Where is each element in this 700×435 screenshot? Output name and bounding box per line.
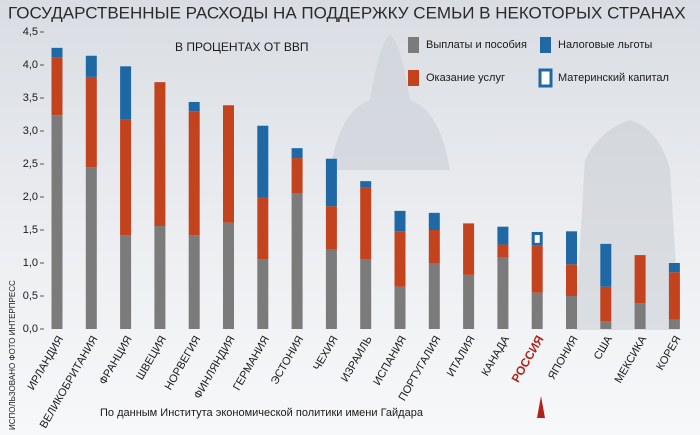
- bar-segment: [428, 212, 440, 230]
- photo-credit: ИСПОЛЬЗОВАНО ФОТО ИНТЕРПРЕСС: [8, 280, 17, 430]
- y-tick-label: 4,5: [23, 26, 38, 38]
- y-tick-label: 1,0: [23, 257, 38, 269]
- legend-swatch: [538, 68, 553, 88]
- bar-segment: [463, 274, 475, 329]
- bar-segment: [120, 66, 132, 120]
- bar-segment: [600, 243, 612, 287]
- bar-segment: [497, 226, 509, 245]
- bar-segment: [257, 197, 269, 260]
- legend-swatch: [408, 37, 419, 53]
- bar-segment: [188, 235, 200, 329]
- bar-segment: [154, 226, 166, 329]
- bar-segment: [291, 158, 303, 194]
- legend-label: Выплаты и пособия: [426, 39, 527, 51]
- bar-segment: [51, 115, 63, 329]
- bar-segment: [360, 259, 372, 329]
- chart-title: ГОСУДАРСТВЕННЫЕ РАСХОДЫ НА ПОДДЕРЖКУ СЕМ…: [8, 3, 686, 22]
- chart-subtitle: В ПРОЦЕНТАХ ОТ ВВП: [175, 40, 309, 54]
- legend-swatch: [540, 37, 551, 53]
- bar-segment: [360, 187, 372, 260]
- bar-segment: [188, 111, 200, 236]
- bar-segment: [51, 47, 63, 58]
- bar-segment: [223, 222, 234, 329]
- legend-label: Материнский капитал: [558, 72, 669, 84]
- bar-segment: [634, 303, 646, 329]
- bar-segment: [428, 230, 440, 263]
- bar-segment: [497, 257, 509, 329]
- bar-segment: [188, 101, 200, 112]
- bar-segment: [85, 167, 97, 329]
- y-tick-label: 2,0: [23, 191, 38, 203]
- bar-segment: [223, 105, 234, 223]
- bar-segment: [85, 55, 97, 77]
- bar-segment: [325, 158, 337, 207]
- legend-label: Налоговые льготы: [558, 39, 652, 51]
- y-tick-label: 0,0: [23, 323, 38, 335]
- bar-segment: [394, 210, 406, 232]
- y-tick-label: 4,0: [23, 59, 38, 71]
- y-tick-label: 3,5: [23, 92, 38, 104]
- bar-segment: [531, 292, 543, 329]
- cathedral-silhouette: [330, 35, 450, 170]
- bar-segment: [463, 223, 475, 275]
- bar-segment: [291, 148, 303, 159]
- bar-segment: [497, 244, 509, 258]
- bar-segment: [428, 263, 440, 329]
- bar-segment: [85, 76, 97, 168]
- bar-segment: [325, 249, 337, 329]
- bar-segment: [51, 57, 63, 116]
- bar-segment: [394, 286, 406, 329]
- y-tick-label: 3,0: [23, 125, 38, 137]
- bar-segment: [257, 259, 269, 329]
- bar-segment: [634, 255, 646, 304]
- legend-swatch: [408, 70, 419, 86]
- bar-segment: [668, 272, 680, 320]
- y-tick-label: 1,5: [23, 224, 38, 236]
- bar-segment: [120, 119, 132, 236]
- bar-segment: [566, 231, 577, 265]
- bar-segment: [394, 231, 406, 287]
- y-tick-label: 0,5: [23, 290, 38, 302]
- bar-segment: [600, 286, 612, 322]
- bar-segment: [668, 319, 680, 329]
- bar-segment: [531, 245, 543, 293]
- y-tick-label: 2,5: [23, 158, 38, 170]
- bar-segment: [154, 82, 166, 227]
- bar-segment: [360, 181, 372, 188]
- bar-segment-outline: [531, 231, 543, 246]
- bar-segment: [120, 235, 132, 329]
- bar-segment: [668, 263, 680, 273]
- bar-segment: [600, 321, 612, 329]
- bar-segment: [257, 125, 269, 197]
- bar-segment: [566, 264, 577, 296]
- bar-segment: [566, 296, 577, 329]
- bar-segment: [325, 206, 337, 250]
- source: По данным Института экономической полити…: [100, 407, 424, 419]
- bar-segment: [291, 193, 303, 329]
- legend-label: Оказание услуг: [426, 72, 505, 84]
- highlight-arrow: [537, 396, 545, 418]
